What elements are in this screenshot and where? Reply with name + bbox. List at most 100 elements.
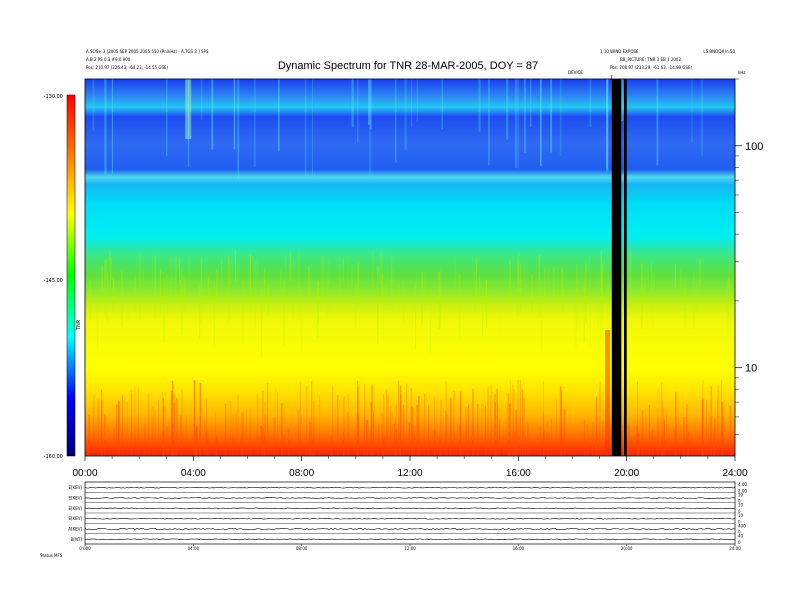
spectral-streak xyxy=(408,422,410,456)
x-tick-label: 00:00 xyxy=(72,468,97,479)
spectral-streak xyxy=(481,403,483,456)
spectral-streak xyxy=(387,395,389,456)
spectral-streak xyxy=(184,280,186,312)
spectral-streak xyxy=(600,275,602,341)
panel-right-tick: 2.00 xyxy=(738,488,747,493)
spectral-streak xyxy=(201,79,203,120)
spectral-streak xyxy=(101,266,103,294)
spectral-streak xyxy=(261,437,263,456)
panel-label: E[KEV] xyxy=(68,506,82,511)
spectral-streak xyxy=(507,393,510,456)
spectral-streak xyxy=(712,427,715,456)
colorbar-label: TNR xyxy=(76,319,82,331)
spectral-streak xyxy=(559,386,562,456)
spectral-streak xyxy=(717,385,719,456)
spectral-streak xyxy=(292,286,294,321)
spectral-streak xyxy=(699,275,700,296)
header-top-right-2: LS.BNOD#/n.50 xyxy=(703,49,735,54)
spectral-streak xyxy=(641,410,644,456)
panel-right-tick: 400 xyxy=(738,523,746,528)
spectral-streak xyxy=(327,277,329,316)
ts-x-tick-label: 04:00 xyxy=(188,546,200,551)
marker-label: DEVICE xyxy=(568,70,583,75)
y-tick-label: 10 xyxy=(745,363,757,375)
data-gap xyxy=(624,79,627,456)
spectral-streak xyxy=(399,386,401,456)
spectral-streak xyxy=(530,79,532,128)
spectral-streak xyxy=(89,280,92,321)
spectral-streak xyxy=(166,427,168,456)
spectral-streak xyxy=(648,404,650,456)
spectral-streak xyxy=(368,79,370,125)
spectral-streak xyxy=(112,277,115,312)
panel-label: E[KEV] xyxy=(68,496,82,501)
spectral-streak xyxy=(342,432,345,456)
spectral-streak xyxy=(645,414,647,456)
spectral-streak xyxy=(181,390,183,456)
spectral-streak xyxy=(317,280,319,325)
spectral-streak xyxy=(541,281,542,351)
spectrogram-streaks xyxy=(85,79,735,456)
spectral-streak xyxy=(366,420,368,456)
spectral-streak xyxy=(181,269,183,300)
spectral-streak xyxy=(351,79,354,128)
x-tick-label: 08:00 xyxy=(289,468,314,479)
time-series-line xyxy=(84,538,736,541)
x-tick-label: 12:00 xyxy=(397,468,422,479)
spectral-streak xyxy=(548,267,550,289)
spectral-streak xyxy=(237,394,239,456)
spectral-streak xyxy=(363,422,366,456)
spectral-streak xyxy=(285,252,286,292)
spectral-streak xyxy=(206,398,207,456)
spectral-streak xyxy=(232,413,234,456)
spectral-streak xyxy=(691,79,693,143)
spectral-streak xyxy=(686,404,688,456)
spectral-streak xyxy=(130,389,132,456)
header-top-right-4: Pos: 208.97 (233.29, -61.63, -14.99 GSE) xyxy=(610,65,693,70)
spectral-streak xyxy=(236,262,238,286)
spectral-streak xyxy=(440,399,442,456)
spectral-streak xyxy=(423,393,425,456)
spectral-streak xyxy=(652,429,654,456)
spectral-streak xyxy=(332,385,334,456)
spectral-streak xyxy=(472,422,474,456)
spectral-streak xyxy=(487,388,489,456)
spectral-streak xyxy=(595,396,598,456)
spectral-streak xyxy=(439,285,441,329)
spectral-streak xyxy=(313,401,315,456)
spectral-streak xyxy=(232,436,234,456)
spectral-streak xyxy=(664,420,665,456)
spectral-streak xyxy=(328,260,330,289)
spectral-streak xyxy=(400,395,402,456)
ts-x-tick-label: 16:00 xyxy=(513,546,525,551)
spectral-streak xyxy=(348,393,350,456)
panel-right-tick: 40 xyxy=(738,534,744,539)
spectral-streak xyxy=(518,251,520,292)
x-tick-label: 04:00 xyxy=(181,468,206,479)
spectral-streak xyxy=(92,79,95,131)
spectral-streak xyxy=(385,389,387,456)
spectral-streak xyxy=(542,412,544,456)
spectral-streak xyxy=(476,404,479,456)
spectral-streak xyxy=(729,283,731,336)
spectral-streak xyxy=(92,400,94,456)
spectral-streak xyxy=(237,79,240,179)
panel-label: A[KEV] xyxy=(68,527,82,532)
spectral-streak xyxy=(657,416,659,456)
spectral-streak xyxy=(687,431,689,456)
spectral-streak xyxy=(381,413,384,456)
spectral-streak xyxy=(517,380,519,456)
spectral-streak xyxy=(242,411,245,456)
spectral-streak xyxy=(343,396,345,456)
spectral-streak xyxy=(702,425,704,456)
spectral-streak xyxy=(647,267,649,288)
spectral-streak xyxy=(586,424,589,456)
spectral-streak xyxy=(548,432,550,456)
time-series-x-ticks: 0:000 04:00 08:00 12:00 16:00 20:00 24:00 xyxy=(79,544,741,551)
time-series-labels: E[KEV]4.002.00E[KEV]100E[KEV]100E[KEV]10… xyxy=(68,482,747,545)
spectral-streak xyxy=(97,289,98,351)
spectral-streak xyxy=(496,388,498,456)
spectral-streak xyxy=(216,269,218,307)
spectral-streak xyxy=(178,258,180,286)
spectral-streak xyxy=(446,414,448,456)
